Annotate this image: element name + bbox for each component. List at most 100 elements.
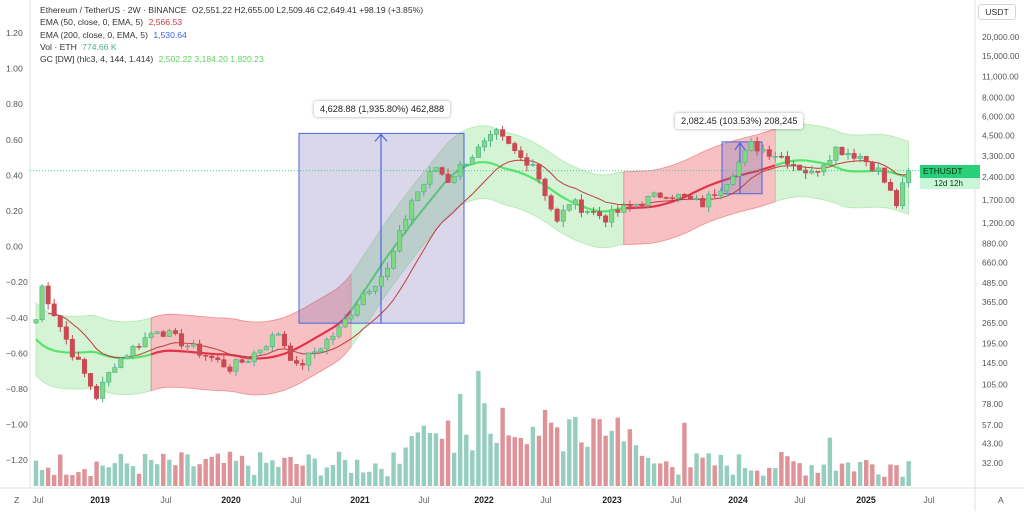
candle-body [566,204,572,211]
candle-body [584,211,590,213]
gc-green-1-midline [35,338,152,360]
volume-bar [179,452,184,486]
legend-vol-row[interactable]: Vol · ETH 774.66 K [40,41,423,53]
legend-ema200-row[interactable]: EMA (200, close, 0, EMA, 5) 1,530.64 [40,29,423,41]
legend-gc-label: GC [DW] (hlc3, 4, 144, 1.414) [40,54,154,65]
x-axis-tick: Jul [32,495,43,505]
volume-bar [815,472,820,486]
x-axis-tick: 2020 [221,495,241,505]
volume-bar [270,460,275,486]
candle-body [457,163,463,177]
volume-bar [627,429,633,486]
volume-bar [833,470,839,486]
legend-gc-row[interactable]: GC [DW] (hlc3, 4, 144, 1.414) 2,502.22 3… [40,53,423,65]
volume-bar [742,468,748,486]
measure-label-2: 2,082.45 (103.53%) 208,245 [675,113,804,129]
last-price-symbol-price: ETHUSDT 2,649.41 [920,164,980,189]
volume-bar [615,417,620,486]
legend-ema50-row[interactable]: EMA (50, close, 0, EMA, 5) 2,566.53 [40,16,423,28]
candle-body [554,208,560,222]
candle-body [900,182,906,207]
candle-body [578,199,584,213]
right-axis-tick: 485.00 [982,278,1008,288]
volume-bar [439,438,445,486]
volume-bar [276,466,281,486]
candle-body [191,343,197,347]
volume-bar [870,464,875,486]
right-axis-tick: 32.00 [982,458,1003,468]
x-axis: Jul 2019 Jul 2020 Jul 2021 Jul 2022 Jul 2023 Jul 20… [32,495,934,505]
volume-bar [155,464,160,486]
candle-body [803,169,809,174]
candle-body [384,267,390,278]
legend-vol-label: Vol · ETH [40,41,77,52]
volume-bar [112,463,117,486]
candle-body [239,359,245,363]
timezone-corner[interactable]: Z [14,495,20,505]
right-axis-tick: 880.00 [982,239,1008,249]
volume-bar [82,469,87,486]
currency-button[interactable]: USDT [978,4,1016,20]
volume-bar [542,409,548,486]
x-axis-tick: Jul [794,495,805,505]
right-axis-tick: 15,000.00 [982,51,1020,61]
candle-body [572,199,578,205]
candle-body [33,319,39,324]
volume-bar [348,472,354,486]
candle-body [57,315,63,328]
candle-body [312,351,318,354]
left-axis-tick: −1.00 [6,420,28,430]
volume-bar [670,467,675,486]
legend-title-row: Ethereum / TetherUS · 2W · BINANCE O2,55… [40,4,423,16]
candle-body [63,326,69,340]
candle-body [784,155,790,165]
right-axis: 20,000.00 15,000.00 11,000.00 8,000.00 6,000… [982,32,1020,468]
candle-body [657,192,663,198]
gc-green-2-midline [350,160,624,312]
candle-body [185,345,191,348]
candle-body [669,197,675,200]
volume-bar [464,434,469,486]
gc-red-2-midline [623,164,776,210]
volume-bar [148,460,154,486]
left-axis-tick: −1.20 [6,455,28,465]
volume-bar [688,467,693,486]
candle-body [75,356,81,360]
candle-body [330,335,336,340]
left-axis-tick: −0.40 [6,313,28,323]
volume-bar [70,475,75,486]
volume-bar [118,453,124,486]
candle-body [366,291,372,294]
candle-body [281,333,287,347]
volume-bar [124,463,130,486]
auto-scale-button[interactable]: A [998,495,1004,505]
candle-body [748,141,754,151]
volume-bar [554,427,560,486]
volume-bar [354,459,360,486]
candle-body [372,285,378,292]
candle-body [391,250,397,269]
volume-bar [191,466,196,486]
volume-bar [839,463,845,486]
volume-bar [173,465,178,486]
volume-bar [476,371,481,486]
x-axis-tick: 2022 [474,495,494,505]
candle-body [778,155,784,158]
candle-body [603,215,609,223]
candle-body [427,171,433,185]
candle-body [342,318,348,328]
volume-bar [845,462,851,486]
candle-body [536,164,542,180]
volume-bar [361,472,366,486]
candle-body [821,164,827,173]
candle-body [378,276,384,287]
candle-body [227,366,233,372]
candle-body [833,146,839,161]
volume-bar [657,463,663,486]
volume-bar [379,468,384,486]
candle-body [906,170,912,184]
candle-body [645,196,651,206]
volume-bar [282,457,287,486]
x-axis-tick: Jul [160,495,171,505]
